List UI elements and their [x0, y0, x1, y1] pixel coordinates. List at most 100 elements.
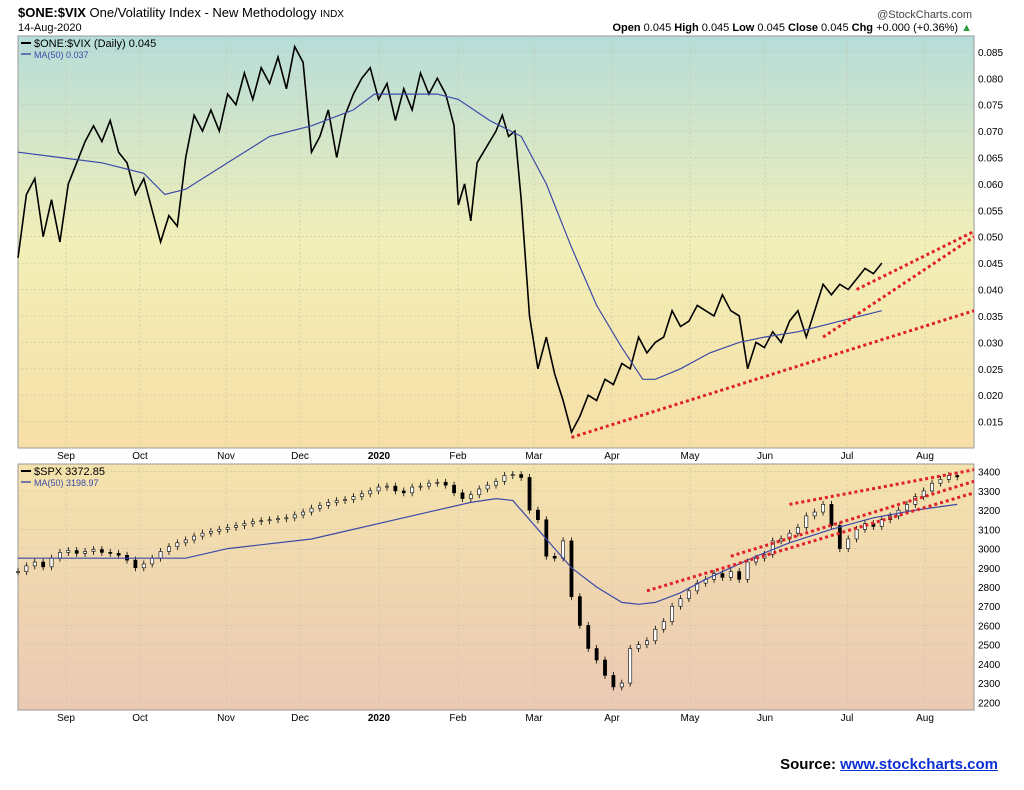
y-tick-label: 2600	[978, 621, 1001, 632]
candle-body	[510, 474, 515, 476]
x-tick-label: 2020	[368, 713, 391, 724]
price-line	[17, 44, 883, 435]
watermark: @StockCharts.com	[877, 9, 972, 21]
candle-body	[83, 551, 87, 554]
candle-body	[49, 557, 54, 568]
y-tick-label: 0.065	[978, 153, 1003, 164]
candle-body	[192, 535, 197, 541]
y-tick-label: 2400	[978, 660, 1001, 671]
candle-body	[167, 546, 171, 552]
y-tick-label: 2700	[978, 602, 1001, 613]
x-tick-label: Feb	[449, 713, 467, 724]
candle-body	[594, 648, 599, 661]
x-tick-label: Apr	[604, 451, 620, 462]
candle-body	[645, 640, 649, 645]
candle-body	[435, 481, 440, 484]
y-tick-label: 0.045	[978, 259, 1003, 270]
symbol: $ONE:$VIX	[18, 5, 86, 20]
candle-body	[502, 475, 507, 482]
candle-body	[200, 532, 205, 537]
y-tick-label: 0.040	[978, 286, 1003, 297]
candle-body	[334, 500, 339, 503]
low-label: Low	[732, 22, 755, 34]
trendline	[646, 491, 975, 593]
legend-entry: $ONE:$VIX (Daily) 0.045	[34, 38, 156, 50]
x-tick-label: Nov	[217, 713, 235, 724]
candle-body	[619, 682, 624, 688]
candle-body	[183, 539, 188, 544]
x-tick-label: Dec	[291, 451, 309, 462]
source-link[interactable]: www.stockcharts.com	[840, 756, 998, 773]
candle-body	[846, 538, 851, 549]
candle-body	[284, 517, 289, 520]
candle-body	[234, 525, 238, 528]
y-tick-label: 2300	[978, 679, 1001, 690]
candle-body	[854, 529, 859, 540]
candle-body	[611, 675, 616, 688]
candle-body	[376, 486, 381, 492]
candle-body	[946, 475, 951, 480]
candle-body	[821, 504, 825, 513]
x-tick-label: Oct	[132, 713, 148, 724]
x-tick-label: May	[681, 451, 700, 462]
legend-entry: $SPX 3372.85	[34, 466, 105, 478]
x-tick-label: Jun	[757, 713, 773, 724]
y-tick-label: 0.050	[978, 233, 1003, 244]
candle-body	[326, 502, 331, 506]
y-tick-label: 3300	[978, 487, 1001, 498]
y-tick-label: 3400	[978, 468, 1001, 479]
x-tick-label: Mar	[525, 451, 543, 462]
candle-body	[158, 551, 163, 559]
y-tick-label: 0.085	[978, 48, 1003, 59]
x-tick-label: Sep	[57, 451, 75, 462]
candle-body	[292, 514, 297, 519]
candle-body	[653, 628, 658, 642]
y-tick-label: 0.075	[978, 101, 1003, 112]
candle-body	[175, 542, 180, 547]
candle-body	[133, 559, 138, 569]
candle-body	[921, 490, 926, 497]
y-tick-label: 2900	[978, 564, 1001, 575]
candle-body	[309, 507, 314, 513]
candle-body	[343, 499, 347, 501]
x-tick-label: Aug	[916, 451, 934, 462]
candle-body	[829, 504, 834, 526]
candle-body	[804, 515, 809, 528]
candle-body	[552, 555, 557, 559]
candle-body	[141, 563, 146, 569]
y-tick-label: 0.020	[978, 391, 1003, 402]
candle-body	[728, 571, 733, 578]
x-tick-label: Sep	[57, 713, 75, 724]
candle-body	[259, 520, 264, 522]
candle-body	[745, 561, 750, 580]
candle-body	[317, 505, 322, 509]
candle-body	[351, 496, 356, 500]
chg-label: Chg	[851, 22, 874, 34]
candle-body	[393, 485, 398, 492]
candle-body	[527, 477, 532, 511]
candle-body	[561, 540, 565, 559]
candle-body	[150, 557, 155, 565]
candle-body	[795, 527, 800, 534]
candle-body	[427, 482, 431, 487]
candle-body	[955, 475, 960, 478]
trendline	[730, 479, 975, 558]
candle-body	[16, 571, 20, 573]
candle-body	[586, 625, 591, 649]
candle-body	[32, 561, 37, 567]
candle-body	[385, 485, 389, 488]
ma50-line	[18, 497, 958, 605]
x-tick-label: May	[681, 713, 700, 724]
low-value: 0.045	[757, 22, 785, 34]
exchange: INDX	[320, 9, 344, 20]
candle-body	[91, 549, 96, 552]
symbol-name: One/Volatility Index - New Methodology	[89, 5, 317, 20]
vix-panel: 0.085 0.080 0.075 0.070 0.065 0.060 0.055 0.050…	[17, 35, 1003, 462]
candle-body	[930, 482, 934, 492]
chart-date: 14-Aug-2020	[18, 22, 82, 34]
candle-body	[879, 519, 884, 527]
candle-body	[301, 511, 306, 516]
candle-body	[577, 596, 582, 626]
candle-body	[452, 484, 456, 494]
